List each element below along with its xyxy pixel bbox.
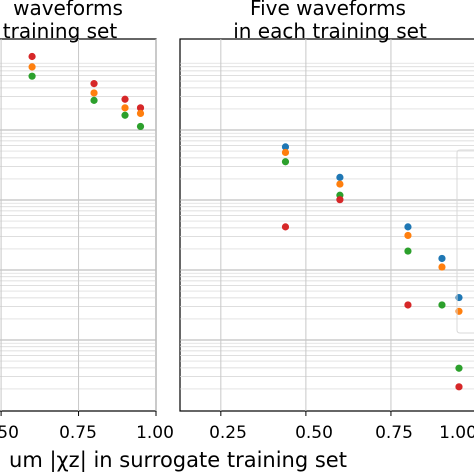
data-point-0-10: [136, 109, 145, 117]
data-point-1-4: [336, 180, 344, 188]
right-panel-frame: [179, 38, 474, 412]
left-panel: waveforms training set 0.50 0.75 1.00: [0, 0, 174, 443]
data-point-1-8: [404, 223, 412, 231]
right-panel-points: [281, 143, 463, 391]
data-point-0-3: [90, 80, 98, 88]
x-tick-label-right-0.25: 0.25: [209, 423, 247, 443]
data-point-0-4: [90, 89, 98, 97]
data-point-0-1: [28, 63, 36, 71]
data-point-0-9: [136, 104, 145, 112]
x-tick-label-right-0.50: 0.50: [295, 423, 333, 443]
right-panel-x-ticks: [220, 411, 392, 416]
data-point-0-8: [121, 111, 129, 119]
data-point-1-14: [438, 301, 446, 309]
right-panel-gridlines: [180, 39, 474, 411]
left-panel-x-ticks: [0, 411, 157, 416]
left-panel-gridlines: [0, 39, 157, 411]
right-panel-title-line-2: in each training set: [233, 19, 427, 43]
x-tick-label-right-0.75: 0.75: [375, 423, 413, 443]
data-point-1-10: [404, 247, 412, 255]
left-panel-title-line-2: training set: [3, 19, 118, 43]
data-point-1-11: [438, 254, 446, 263]
x-tick-label-left-0.50: 0.50: [0, 423, 19, 443]
data-point-1-12: [438, 263, 446, 271]
right-panel-title-line-1: Five waveforms: [250, 0, 406, 20]
data-point-0-2: [28, 72, 36, 80]
data-point-1-6: [336, 196, 344, 204]
data-point-1-18: [455, 383, 463, 391]
data-point-1-1: [281, 148, 290, 157]
data-point-0-7: [121, 104, 129, 112]
data-point-1-2: [281, 158, 290, 166]
data-point-0-5: [90, 96, 98, 104]
x-tick-label-right-1.00: 1.00: [439, 423, 474, 443]
data-point-1-3: [336, 173, 344, 181]
data-point-1-17: [455, 364, 463, 372]
x-tick-label-left-1.00: 1.00: [136, 423, 174, 443]
data-point-1-15: [455, 293, 463, 302]
data-point-0-6: [121, 95, 129, 103]
data-point-1-0: [281, 143, 290, 151]
x-tick-label-left-0.75: 0.75: [59, 423, 97, 443]
right-panel: Five waveforms in each training set 0.25…: [179, 0, 474, 443]
data-point-1-13: [404, 301, 412, 309]
data-point-0-11: [136, 122, 145, 131]
data-point-0-0: [28, 52, 36, 61]
data-point-1-7: [281, 223, 290, 231]
data-point-1-16: [455, 307, 463, 315]
left-panel-points: [28, 52, 145, 131]
legend-box-edge: [456, 149, 474, 334]
left-panel-title-line-1: waveforms: [13, 0, 123, 20]
x-axis-label: um |χz| in surrogate training set: [9, 448, 347, 473]
data-point-1-9: [404, 231, 412, 240]
